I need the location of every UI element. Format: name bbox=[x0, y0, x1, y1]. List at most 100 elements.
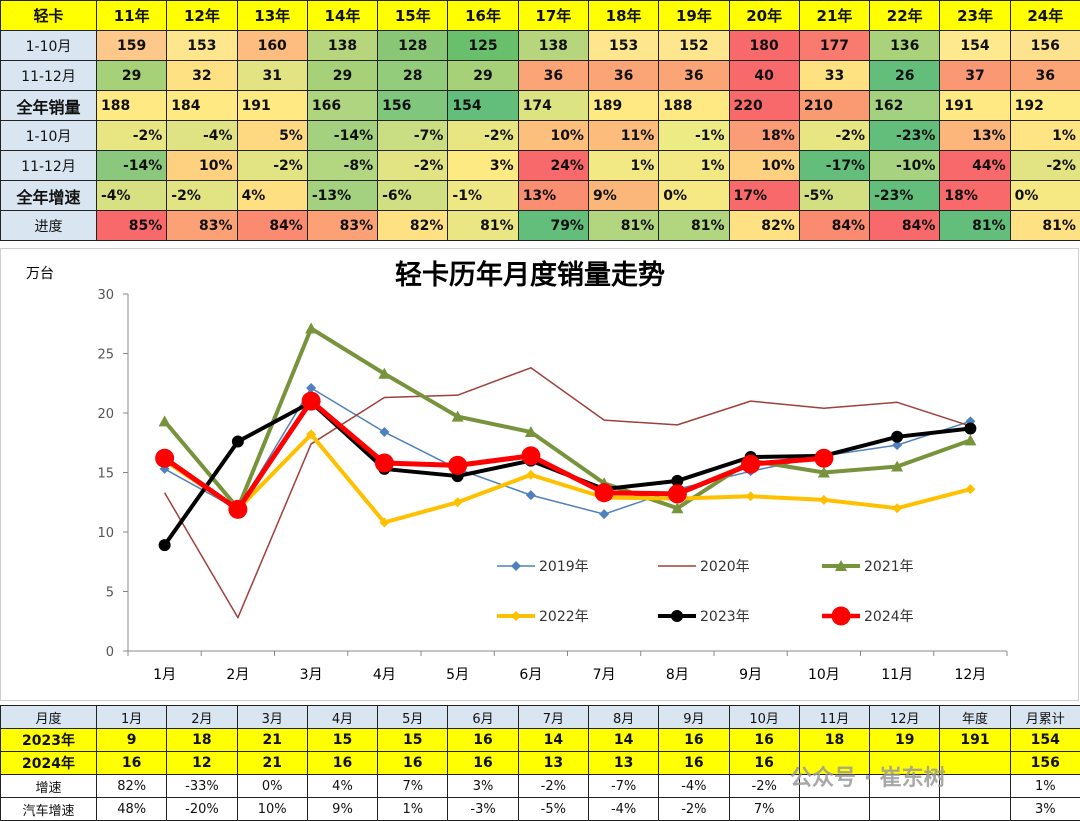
data-point bbox=[965, 416, 976, 427]
data-point bbox=[378, 367, 391, 379]
table-cell: -10% bbox=[869, 150, 941, 181]
table-cell: 9% bbox=[587, 180, 660, 211]
month-header: 9月 bbox=[658, 705, 730, 729]
x-tick-label: 12月 bbox=[954, 667, 986, 683]
table-cell: 9% bbox=[306, 797, 379, 821]
month-header: 12月 bbox=[869, 705, 941, 729]
row-label: 11-12月 bbox=[0, 150, 97, 181]
table-cell: 81% bbox=[447, 210, 519, 241]
x-tick-label: 9月 bbox=[739, 667, 762, 683]
table-cell: 16 bbox=[728, 751, 800, 775]
watermark: 公众号 · 崔东树 bbox=[790, 766, 946, 791]
table-cell: -2% bbox=[1009, 150, 1080, 181]
table-cell: 79% bbox=[517, 210, 589, 241]
data-point bbox=[745, 491, 756, 502]
table-cell: 152 bbox=[658, 30, 730, 61]
row-label: 1-10月 bbox=[0, 30, 97, 61]
data-point bbox=[892, 503, 903, 514]
data-point bbox=[158, 539, 171, 552]
legend-label: 2023年 bbox=[700, 609, 750, 625]
table-cell: 84% bbox=[869, 210, 941, 241]
data-point bbox=[231, 435, 244, 448]
table-corner-label: 轻卡 bbox=[0, 0, 97, 31]
table-cell: 10% bbox=[236, 797, 308, 821]
table-cell: 162 bbox=[869, 90, 941, 121]
table-cell: 36 bbox=[587, 60, 660, 91]
y-axis-label: 万台 bbox=[26, 266, 54, 282]
table-cell: 40 bbox=[728, 60, 800, 91]
table-cell: 153 bbox=[166, 30, 238, 61]
table-cell: 4% bbox=[306, 774, 379, 798]
table-cell: 16 bbox=[728, 728, 800, 752]
table-cell: 82% bbox=[95, 774, 168, 798]
table-row: 进度 85% 83% 84% 83% 82% 81% 79% 81% 81% 82% 84% 84% 81… bbox=[0, 210, 1080, 241]
legend-label: 2020年 bbox=[700, 559, 750, 575]
table-cell: -1% bbox=[447, 180, 519, 211]
table-cell bbox=[798, 751, 871, 775]
month-header: 5月 bbox=[377, 705, 449, 729]
table-cell: 3% bbox=[447, 774, 519, 798]
table-cell: 128 bbox=[377, 30, 449, 61]
data-point bbox=[306, 383, 317, 394]
table-cell: 81% bbox=[1009, 210, 1080, 241]
table-cell: -4% bbox=[166, 120, 238, 151]
table-cell: 19 bbox=[869, 728, 941, 752]
table-cell: 16 bbox=[447, 728, 519, 752]
x-tick-label: 5月 bbox=[446, 667, 469, 683]
month-header: 月累计 bbox=[1009, 705, 1080, 729]
table-cell: 16 bbox=[658, 751, 730, 775]
table-cell: 14 bbox=[517, 728, 589, 752]
table-cell bbox=[939, 751, 1011, 775]
table-row: 2023年 9 18 21 15 15 16 14 14 16 16 18 19 191 154 bbox=[0, 728, 1080, 752]
table-cell: 28 bbox=[377, 60, 449, 91]
data-point bbox=[671, 474, 684, 487]
data-point bbox=[671, 502, 684, 514]
annual-sales-table: 轻卡 11年 12年 13年 14年 15年 16年 17年 18年 19年 20年 21年 22年 23… bbox=[0, 0, 1080, 241]
table-row: 11-12月 -14% 10% -2% -8% -2% 3% 24% 1% 1% 10% -17% -1… bbox=[0, 150, 1080, 181]
data-point bbox=[374, 453, 394, 473]
table-cell: 29 bbox=[95, 60, 168, 91]
table-cell: -1% bbox=[658, 120, 730, 151]
table-cell: 36 bbox=[658, 60, 730, 91]
table-cell: 10% bbox=[728, 150, 800, 181]
data-point bbox=[228, 499, 248, 519]
table-cell: 0% bbox=[236, 774, 308, 798]
table-cell: 191 bbox=[939, 728, 1011, 752]
line-chart: 轻卡历年月度销量走势 万台 0 5 10 15 20 25 30 1月 2月 3月 4月 5月 6月 7月 8月… bbox=[0, 248, 1080, 702]
x-tick-label: 11月 bbox=[881, 667, 913, 683]
table-cell: 138 bbox=[306, 30, 379, 61]
data-point bbox=[667, 484, 687, 504]
table-cell bbox=[869, 751, 941, 775]
data-point bbox=[814, 448, 834, 468]
y-tick-label: 5 bbox=[106, 586, 114, 601]
table-cell: 0% bbox=[658, 180, 730, 211]
table-cell: 18 bbox=[166, 728, 238, 752]
table-cell: 160 bbox=[236, 30, 308, 61]
table-cell: -33% bbox=[166, 774, 238, 798]
table-cell: 26 bbox=[869, 60, 941, 91]
data-point bbox=[158, 415, 171, 427]
data-point bbox=[301, 391, 321, 411]
table-cell bbox=[798, 774, 871, 798]
table-cell: 81% bbox=[658, 210, 730, 241]
data-point bbox=[524, 426, 537, 438]
table-cell: 21 bbox=[236, 751, 308, 775]
year-header: 14年 bbox=[306, 0, 379, 31]
legend-label: 2022年 bbox=[539, 609, 589, 625]
legend-marker bbox=[511, 561, 521, 571]
table-cell: 156 bbox=[1009, 30, 1080, 61]
table-cell: 21 bbox=[236, 728, 308, 752]
table-cell: 3% bbox=[1009, 797, 1080, 821]
top-table-header: 轻卡 11年 12年 13年 14年 15年 16年 17年 18年 19年 20年 21年 22年 23… bbox=[0, 0, 1080, 31]
table-cell: 18% bbox=[939, 180, 1011, 211]
table-cell: -3% bbox=[447, 797, 519, 821]
month-header: 3月 bbox=[236, 705, 308, 729]
table-cell: 192 bbox=[1009, 90, 1080, 121]
table-cell: 191 bbox=[236, 90, 308, 121]
table-cell: 10% bbox=[166, 150, 238, 181]
year-header: 18年 bbox=[587, 0, 660, 31]
year-header: 24年 bbox=[1009, 0, 1080, 31]
y-tick-label: 25 bbox=[97, 348, 114, 363]
table-cell: 1% bbox=[1009, 120, 1080, 151]
year-header: 16年 bbox=[447, 0, 519, 31]
